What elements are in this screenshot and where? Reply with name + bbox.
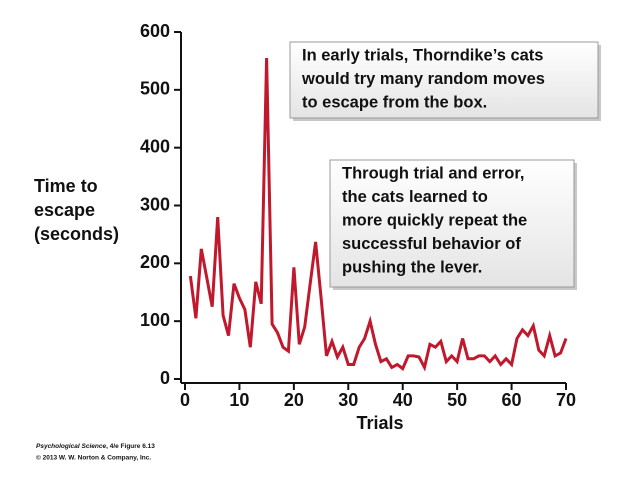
y-axis-label: Time to bbox=[34, 176, 98, 196]
credit-figure: , 4/e Figure 6.13 bbox=[106, 443, 155, 450]
annotation-box bbox=[289, 41, 599, 119]
y-tick-label: 400 bbox=[140, 136, 170, 156]
y-tick-label: 300 bbox=[140, 194, 170, 214]
x-tick-label: 70 bbox=[556, 390, 576, 410]
annotation-text: would try many random moves bbox=[301, 70, 545, 88]
x-tick-label: 10 bbox=[229, 390, 249, 410]
y-tick-label: 500 bbox=[140, 79, 170, 99]
y-tick-label: 0 bbox=[160, 368, 170, 388]
annotation-text: to escape from the box. bbox=[302, 93, 487, 111]
y-axis-label: (seconds) bbox=[34, 224, 119, 244]
annotation-box bbox=[329, 159, 575, 288]
y-axis-label: escape bbox=[34, 200, 95, 220]
annotation-text: Through trial and error, bbox=[342, 164, 524, 182]
annotation-text: the cats learned to bbox=[342, 188, 488, 206]
annotation-text: pushing the lever. bbox=[342, 258, 482, 276]
credit-copyright: © 2013 W. W. Norton & Company, Inc. bbox=[36, 454, 151, 462]
x-tick-label: 20 bbox=[284, 390, 304, 410]
data-line bbox=[188, 57, 568, 372]
credit-source: Psychological Science, 4/e Figure 6.13 bbox=[36, 443, 155, 450]
x-axis-label: Trials bbox=[356, 413, 403, 433]
annotation-text: more quickly repeat the bbox=[342, 211, 527, 229]
x-tick-label: 30 bbox=[338, 390, 358, 410]
x-tick-label: 0 bbox=[180, 390, 190, 410]
annotation-text: In early trials, Thorndike’s cats bbox=[302, 46, 543, 64]
y-tick-label: 200 bbox=[140, 252, 170, 272]
x-tick-label: 50 bbox=[447, 390, 467, 410]
annotation-text: successful behavior of bbox=[342, 235, 521, 253]
y-tick-label: 100 bbox=[140, 310, 170, 330]
x-tick-label: 40 bbox=[393, 390, 413, 410]
credit-journal: Psychological Science bbox=[36, 443, 106, 450]
y-tick-label: 600 bbox=[140, 21, 170, 41]
x-tick-label: 60 bbox=[502, 390, 522, 410]
